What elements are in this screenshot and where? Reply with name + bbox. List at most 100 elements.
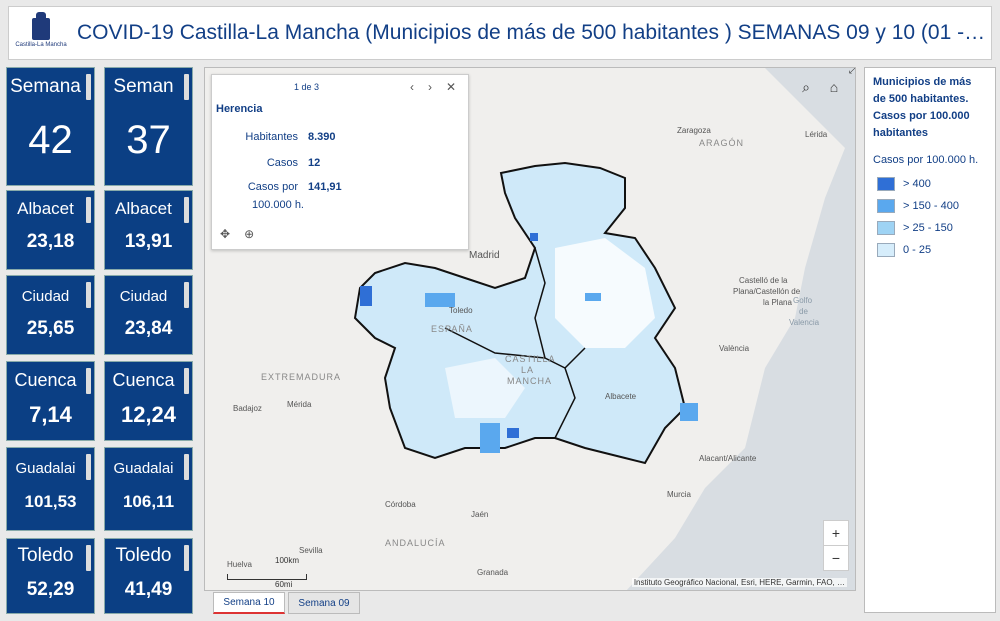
popup-value: 141,91 xyxy=(308,181,342,193)
coat-of-arms-icon xyxy=(32,12,50,40)
scrollbar[interactable] xyxy=(184,368,189,394)
tile-value: 23,18 xyxy=(26,231,75,252)
search-icon[interactable]: ⌕ xyxy=(802,78,810,95)
region-label: ARAGÓN xyxy=(699,138,745,148)
place-label: Alacant/Alicante xyxy=(699,454,757,463)
zoom-out-button[interactable]: − xyxy=(823,545,849,571)
tab-semana-10[interactable]: Semana 10 xyxy=(213,592,285,614)
scrollbar[interactable] xyxy=(184,282,189,308)
tile-label: Seman xyxy=(113,76,174,97)
move-icon[interactable]: ✥ xyxy=(220,227,231,241)
scrollbar[interactable] xyxy=(184,454,189,480)
legend-panel: Municipios de más de 500 habitantes. Cas… xyxy=(864,67,996,613)
home-icon[interactable]: ⌂ xyxy=(829,79,839,95)
legend-label: > 25 - 150 xyxy=(903,222,953,234)
tile-ciudad-right[interactable]: Ciudad 23,84 xyxy=(104,275,193,355)
legend-label: > 400 xyxy=(903,178,931,190)
scrollbar[interactable] xyxy=(86,74,91,100)
municipality-mid xyxy=(480,423,500,453)
scrollbar[interactable] xyxy=(86,454,91,480)
place-label: Jaén xyxy=(471,510,489,519)
region-label: CASTILLA xyxy=(505,354,556,364)
map-view[interactable]: Zaragoza ARAGÓN Lérida Madrid Toledo ESP… xyxy=(204,67,856,591)
map-attribution[interactable]: Instituto Geográfico Nacional, Esri, HER… xyxy=(631,578,847,587)
sea-label: Golfo xyxy=(793,296,813,305)
feature-popup[interactable]: 1 de 3 ‹ › ✕ Herencia Habitantes 8.390 C… xyxy=(211,74,469,250)
close-icon[interactable]: ✕ xyxy=(445,80,456,94)
tile-label: Semana xyxy=(10,76,81,97)
municipality-mid xyxy=(680,403,698,421)
place-label: Toledo xyxy=(449,306,473,315)
region-label: ANDALUCÍA xyxy=(385,538,446,548)
scrollbar[interactable] xyxy=(86,368,91,394)
place-label: Huelva xyxy=(227,560,252,569)
scrollbar[interactable] xyxy=(184,74,189,100)
tile-toledo-left[interactable]: Toledo 52,29 xyxy=(6,538,95,614)
place-label: Sevilla xyxy=(299,546,323,555)
popup-value: 8.390 xyxy=(308,131,336,143)
scrollbar[interactable] xyxy=(86,282,91,308)
legend-swatch xyxy=(877,199,895,213)
tile-guadalajara-left[interactable]: Guadalai 101,53 xyxy=(6,447,95,531)
tile-value: 106,11 xyxy=(122,492,175,511)
tile-week-right[interactable]: Seman 37 xyxy=(104,67,193,186)
tile-cuenca-right[interactable]: Cuenca 12,24 xyxy=(104,361,193,441)
municipality-high xyxy=(507,428,519,438)
tile-label: Ciudad xyxy=(21,288,70,305)
popup-count: 1 de 3 xyxy=(294,82,320,92)
scale-line xyxy=(227,574,307,580)
tile-albacete-left[interactable]: Albacet 23,18 xyxy=(6,190,95,270)
zoom-in-button[interactable]: + xyxy=(823,520,849,546)
place-label: Córdoba xyxy=(385,500,416,509)
municipality-high xyxy=(360,286,372,306)
expand-icon[interactable]: ⤢ xyxy=(847,68,855,76)
castilla-la-mancha-region[interactable] xyxy=(353,161,687,465)
region-label: EXTREMADURA xyxy=(261,372,342,382)
logo-text: Castilla-La Mancha xyxy=(15,42,67,48)
legend-item: > 400 xyxy=(877,177,987,191)
tile-toledo-right[interactable]: Toledo 41,49 xyxy=(104,538,193,614)
tile-ciudad-left[interactable]: Ciudad 25,65 xyxy=(6,275,95,355)
tile-albacete-right[interactable]: Albacet 13,91 xyxy=(104,190,193,270)
region-label: MANCHA xyxy=(507,376,553,386)
legend-swatch xyxy=(877,243,895,257)
popup-key: Casos por xyxy=(247,181,298,193)
header-bar: Castilla-La Mancha COVID-19 Castilla-La … xyxy=(8,6,992,60)
scrollbar[interactable] xyxy=(184,197,189,223)
tile-value: 37 xyxy=(126,118,171,162)
popup-value: 12 xyxy=(308,157,321,169)
logo: Castilla-La Mancha xyxy=(15,11,67,55)
tile-label: Guadalai xyxy=(113,460,174,477)
tile-week-left[interactable]: Semana 42 xyxy=(6,67,95,186)
popup-title: Herencia xyxy=(216,103,263,115)
legend-item: > 150 - 400 xyxy=(877,199,987,213)
previous-icon[interactable]: ‹ xyxy=(409,80,414,94)
scrollbar[interactable] xyxy=(86,545,91,571)
tile-label: Guadalai xyxy=(15,460,76,477)
tile-label: Albacet xyxy=(115,199,172,218)
popup-key: 100.000 h. xyxy=(252,199,304,211)
tab-semana-09[interactable]: Semana 09 xyxy=(288,592,360,614)
sea-label: Valencia xyxy=(789,318,820,327)
scrollbar[interactable] xyxy=(86,197,91,223)
municipality-mid xyxy=(585,293,601,301)
sea-label: de xyxy=(799,307,808,316)
region-patch xyxy=(555,238,655,348)
legend-item: 0 - 25 xyxy=(877,243,987,257)
region-label: LA xyxy=(521,365,535,375)
place-label: Badajoz xyxy=(233,404,262,413)
scrollbar[interactable] xyxy=(184,545,189,571)
place-label: Zaragoza xyxy=(677,126,711,135)
region-patch xyxy=(445,358,525,418)
tile-cuenca-left[interactable]: Cuenca 7,14 xyxy=(6,361,95,441)
scale-km: 100km xyxy=(275,556,300,565)
tile-value: 23,84 xyxy=(124,318,173,339)
tile-value: 7,14 xyxy=(29,402,72,427)
zoom-to-icon[interactable]: ⊕ xyxy=(244,227,255,241)
tile-guadalajara-right[interactable]: Guadalai 106,11 xyxy=(104,447,193,531)
place-label: València xyxy=(719,344,750,353)
dashboard-title: COVID-19 Castilla-La Mancha (Municipios … xyxy=(77,21,987,44)
map-canvas[interactable] xyxy=(205,68,856,591)
tile-value: 41,49 xyxy=(124,579,173,600)
next-icon[interactable]: › xyxy=(427,80,432,94)
